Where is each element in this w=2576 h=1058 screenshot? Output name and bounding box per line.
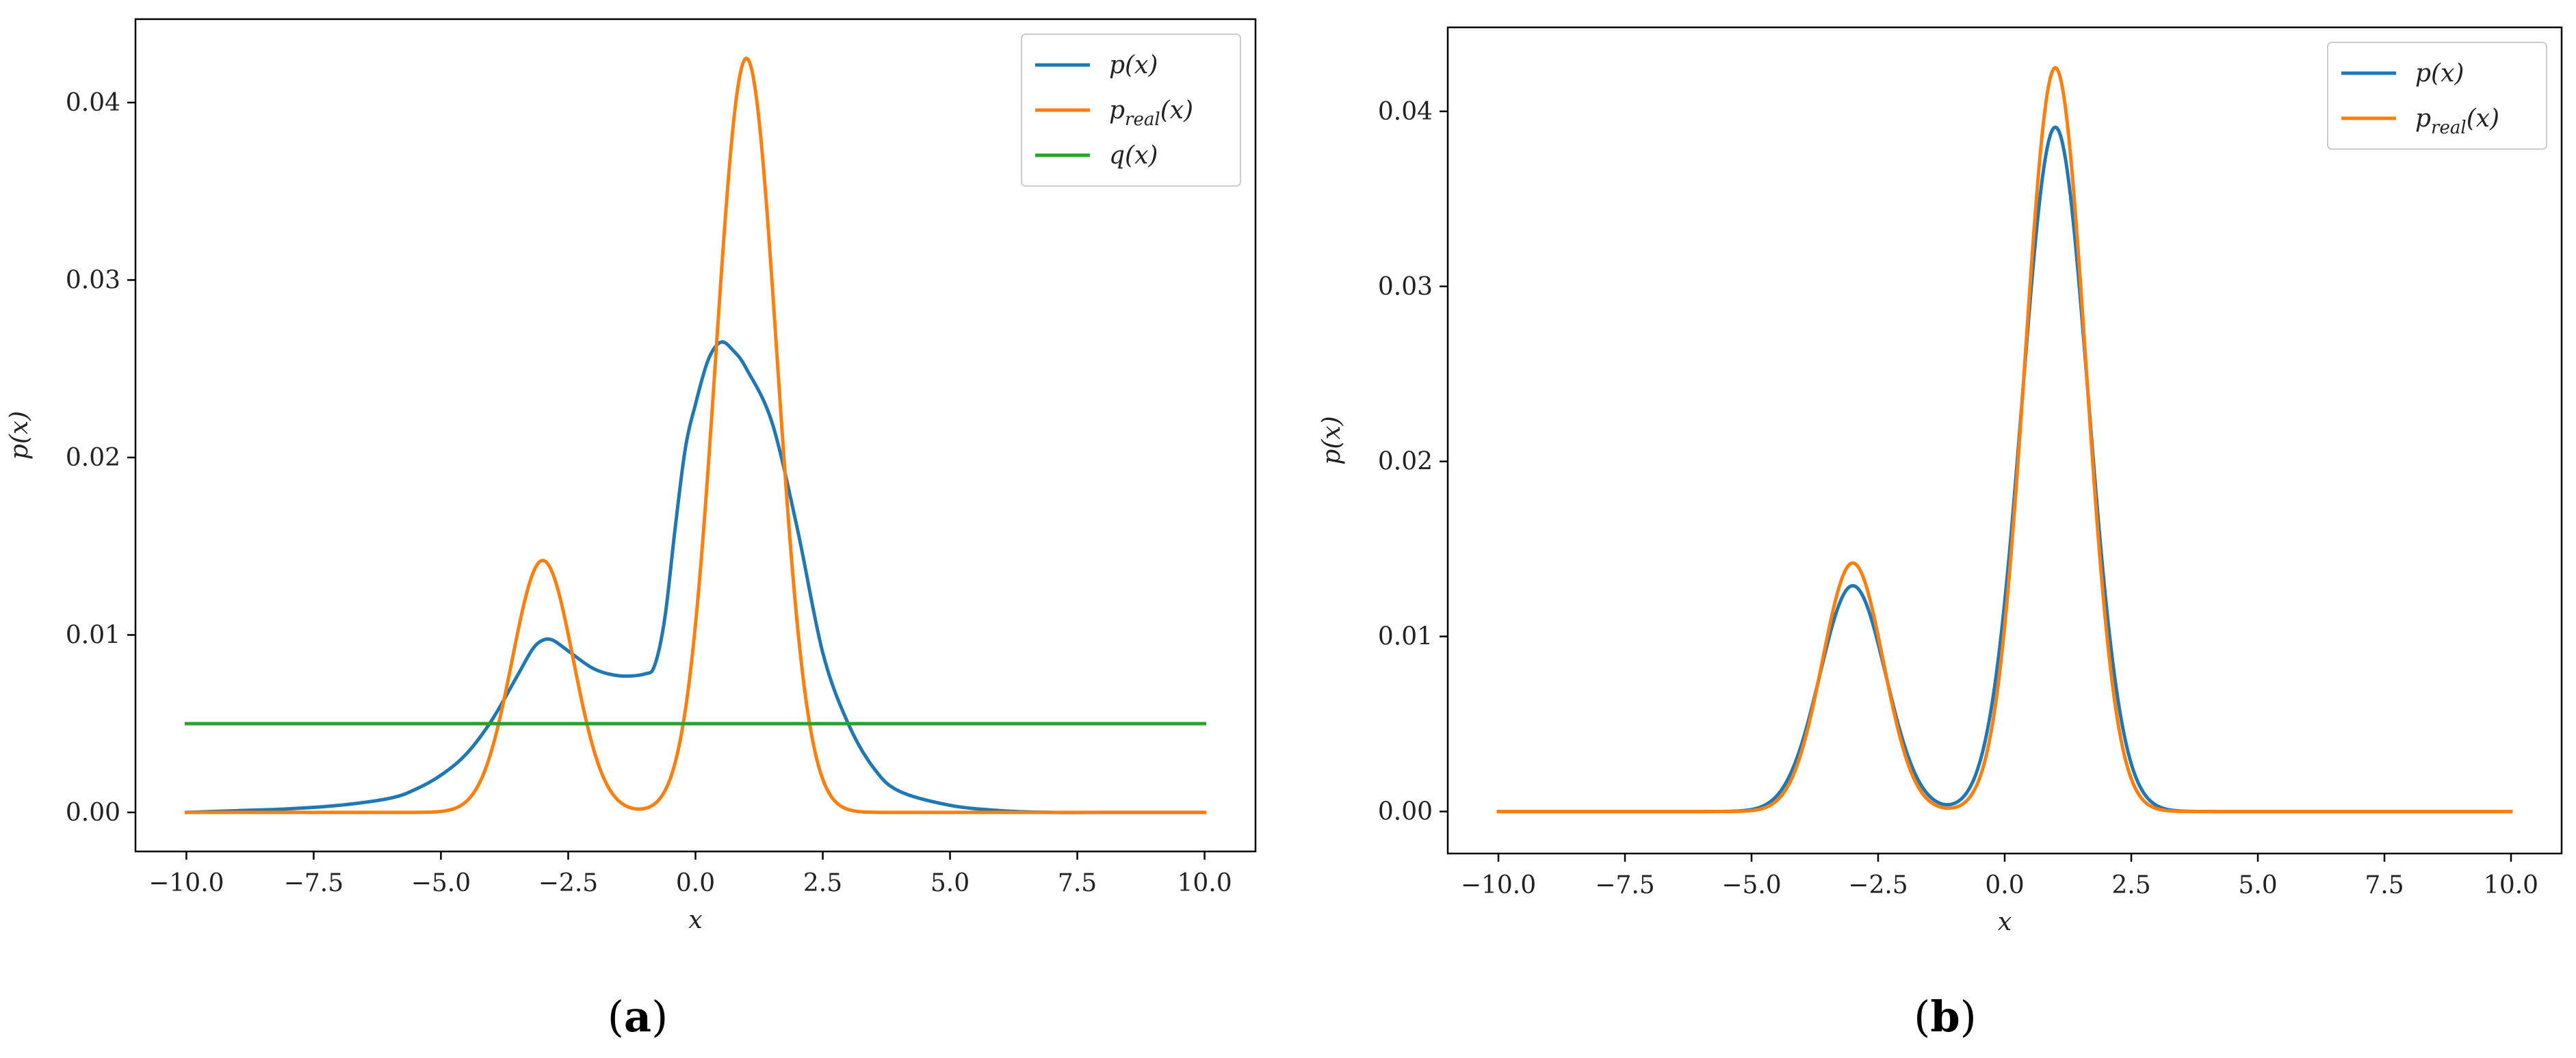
legend: p(x) preal(x) — [2327, 42, 2547, 150]
x-tick-label: 2.5 — [803, 869, 842, 897]
legend-box — [1021, 34, 1241, 187]
y-tick-label: 0.02 — [66, 444, 120, 472]
x-tick-label: 2.5 — [2111, 871, 2150, 899]
series-line-px — [184, 340, 1207, 815]
series-line-p_realx — [1496, 66, 2513, 814]
chart-panel-a: −10.0 −7.5 −5.0 −2.5 0.0 2.5 5.0 7.5 10.0 0.00 0.0… — [5, 18, 1257, 1042]
y-tick-label: 0.02 — [1378, 448, 1433, 476]
x-tick-label: −7.5 — [284, 869, 343, 897]
x-tick-label: 5.0 — [931, 869, 970, 897]
x-tick-label: 10.0 — [2484, 871, 2538, 899]
legend-label: preal(x) — [1109, 96, 1193, 130]
legend-label: q(x) — [1109, 142, 1158, 170]
y-tick-label: 0.00 — [66, 799, 120, 827]
chart-panel-b: −10.0 −7.5 −5.0 −2.5 0.0 2.5 5.0 7.5 10.0 0.00 0.0… — [1318, 26, 2563, 1042]
x-tick-label: −10.0 — [148, 869, 224, 897]
legend: p(x) preal(x) q(x) — [1021, 34, 1241, 187]
x-tick-label: 7.5 — [1058, 869, 1097, 897]
panel-caption: (b) — [1914, 992, 1977, 1042]
x-tick-label: 10.0 — [1178, 869, 1232, 897]
series-line-px — [1496, 125, 2513, 814]
legend-label: p(x) — [1109, 51, 1158, 79]
y-axis-label: p(x) — [1318, 416, 1346, 464]
y-tick-label: 0.01 — [1378, 623, 1433, 651]
x-tick-label: −5.0 — [411, 869, 471, 897]
x-tick-label: −5.0 — [1721, 871, 1781, 899]
x-axis-label: x — [1998, 908, 2012, 936]
x-tick-label: 7.5 — [2365, 871, 2404, 899]
panel-caption: (a) — [608, 992, 668, 1042]
y-tick-label: 0.03 — [66, 266, 120, 294]
axes-frame — [1446, 26, 2563, 855]
x-tick-label: 5.0 — [2238, 871, 2277, 899]
x-tick-label: −2.5 — [538, 869, 598, 897]
y-tick-label: 0.04 — [66, 89, 120, 117]
y-tick-label: 0.01 — [66, 621, 120, 649]
y-axis-label: p(x) — [5, 411, 34, 460]
y-tick-label: 0.00 — [1378, 798, 1433, 826]
x-tick-label: −2.5 — [1848, 871, 1908, 899]
series-line-p_realx — [184, 56, 1207, 815]
x-tick-label: −10.0 — [1461, 871, 1536, 899]
x-axis-label: x — [688, 906, 702, 934]
y-tick-label: 0.03 — [1378, 273, 1433, 301]
legend-label: p(x) — [2415, 59, 2464, 88]
series-lines — [1496, 66, 2513, 814]
legend-box — [2327, 42, 2547, 150]
series-lines — [184, 56, 1207, 815]
x-tick-label: 0.0 — [676, 869, 715, 897]
x-tick-label: 0.0 — [1985, 871, 2024, 899]
x-tick-label: −7.5 — [1595, 871, 1654, 899]
y-tick-label: 0.04 — [1378, 98, 1433, 126]
legend-label: preal(x) — [2415, 105, 2499, 138]
